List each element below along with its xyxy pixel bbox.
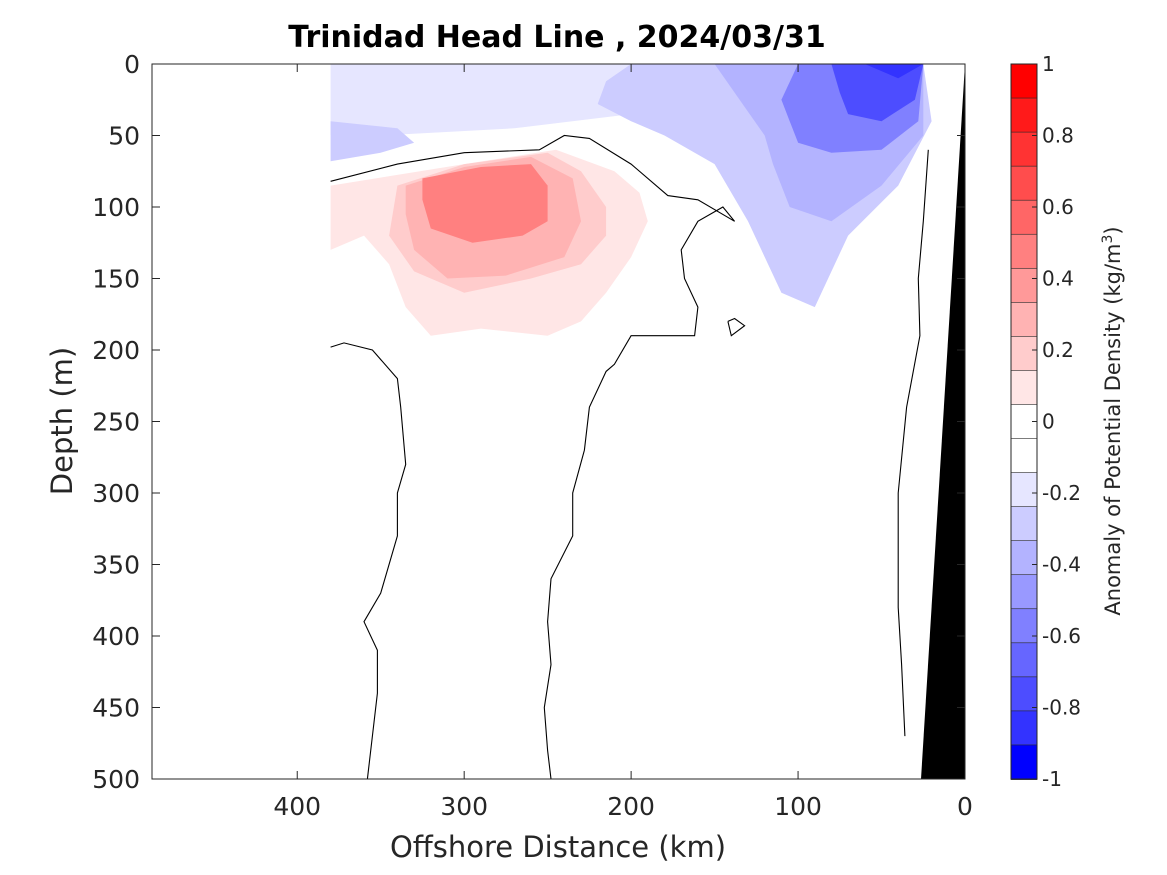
x-tick-label: 200 (607, 792, 655, 821)
y-tick-label: 400 (92, 622, 140, 651)
colorbar-swatch (1010, 540, 1038, 576)
contour-lines (330, 134, 929, 780)
colorbar-tick-label: 1 (1042, 52, 1055, 76)
x-tick-label: 0 (957, 792, 973, 821)
y-tick-label: 250 (92, 408, 140, 437)
colorbar-swatch (1010, 131, 1038, 168)
colorbar-tick-label: 0.8 (1042, 124, 1074, 148)
colorbar-tick-label: -0.8 (1042, 696, 1081, 720)
colorbar-swatch (1010, 676, 1038, 712)
colorbar-swatch (1010, 267, 1038, 304)
surface-negative-anomaly (330, 64, 673, 136)
colorbar-label: Anomaly of Potential Density (kg/m3) (1100, 226, 1125, 615)
zero-contour-nearshore (897, 149, 929, 737)
colorbar-tick-label: 0 (1042, 410, 1055, 434)
y-tick-label: 450 (92, 694, 140, 723)
colorbar-swatch (1010, 608, 1038, 644)
colorbar-tick-label: 0.2 (1042, 338, 1074, 362)
colorbar-label-main: Anomaly of Potential Density (kg/m (1101, 244, 1125, 616)
seafloor-bathymetry (921, 64, 965, 779)
nearshore-negative-anomaly-peak (864, 64, 924, 79)
colorbar-tick-label: -0.2 (1042, 481, 1081, 505)
y-tick-label: 150 (92, 265, 140, 294)
zero-contour-loop (727, 317, 746, 337)
x-tick-label: 400 (273, 792, 321, 821)
colorbar-tick-label: 0.6 (1042, 195, 1074, 219)
colorbar-swatch (1010, 710, 1038, 746)
y-tick-label: 500 (92, 765, 140, 794)
colorbar-swatch (1010, 165, 1038, 202)
chart-title: Trinidad Head Line , 2024/03/31 (288, 20, 825, 55)
colorbar-swatch (1010, 744, 1038, 780)
colorbar-tick-label: -0.4 (1042, 553, 1081, 577)
y-tick-label: 300 (92, 479, 140, 508)
colorbar-tick-label: -1 (1042, 767, 1062, 791)
y-tick-label: 100 (92, 193, 140, 222)
colorbar-swatch (1010, 199, 1038, 236)
subsurface-positive-anomaly-core (422, 164, 548, 243)
x-tick-label: 100 (774, 792, 822, 821)
y-axis-label: Depth (m) (45, 347, 79, 495)
colorbar-swatch (1010, 438, 1038, 474)
nearshore-negative-anomaly-core (831, 64, 924, 122)
x-axis-label: Offshore Distance (km) (390, 830, 726, 864)
y-axis: 0 50 100 150 200 250 300 350 400 450 500 (92, 50, 965, 794)
zero-contour-upper (330, 134, 736, 780)
colorbar-swatch (1010, 336, 1038, 372)
y-tick-label: 0 (124, 50, 140, 79)
y-tick-label: 350 (92, 551, 140, 580)
colorbar-swatch (1010, 302, 1038, 338)
x-axis: 400 300 200 100 0 (273, 64, 973, 821)
colorbar-swatch (1010, 63, 1038, 99)
x-tick-label: 300 (440, 792, 488, 821)
colorbar-swatch (1010, 370, 1038, 406)
colorbar-swatch (1010, 642, 1038, 678)
colorbar-swatch (1010, 97, 1038, 134)
filled-contours (330, 64, 932, 336)
colorbar-tick-label: -0.6 (1042, 624, 1081, 648)
colorbar-label-exponent: 3 (1100, 235, 1116, 244)
offshore-negative-anomaly (330, 121, 415, 162)
colorbar-tick-label: 0.4 (1042, 267, 1074, 291)
colorbar-swatch (1010, 472, 1038, 508)
y-tick-label: 50 (108, 122, 140, 151)
colorbar: 1 0.8 0.6 0.4 0.2 0 -0.2 -0.4 -0.6 -0.8 -1 (1010, 52, 1081, 791)
plot-area (151, 63, 966, 780)
colorbar-swatch (1010, 574, 1038, 610)
colorbar-swatch (1010, 233, 1038, 270)
y-tick-label: 200 (92, 336, 140, 365)
colorbar-label-close: ) (1101, 226, 1125, 234)
colorbar-swatch (1010, 506, 1038, 542)
zero-contour-offshore (330, 342, 407, 780)
